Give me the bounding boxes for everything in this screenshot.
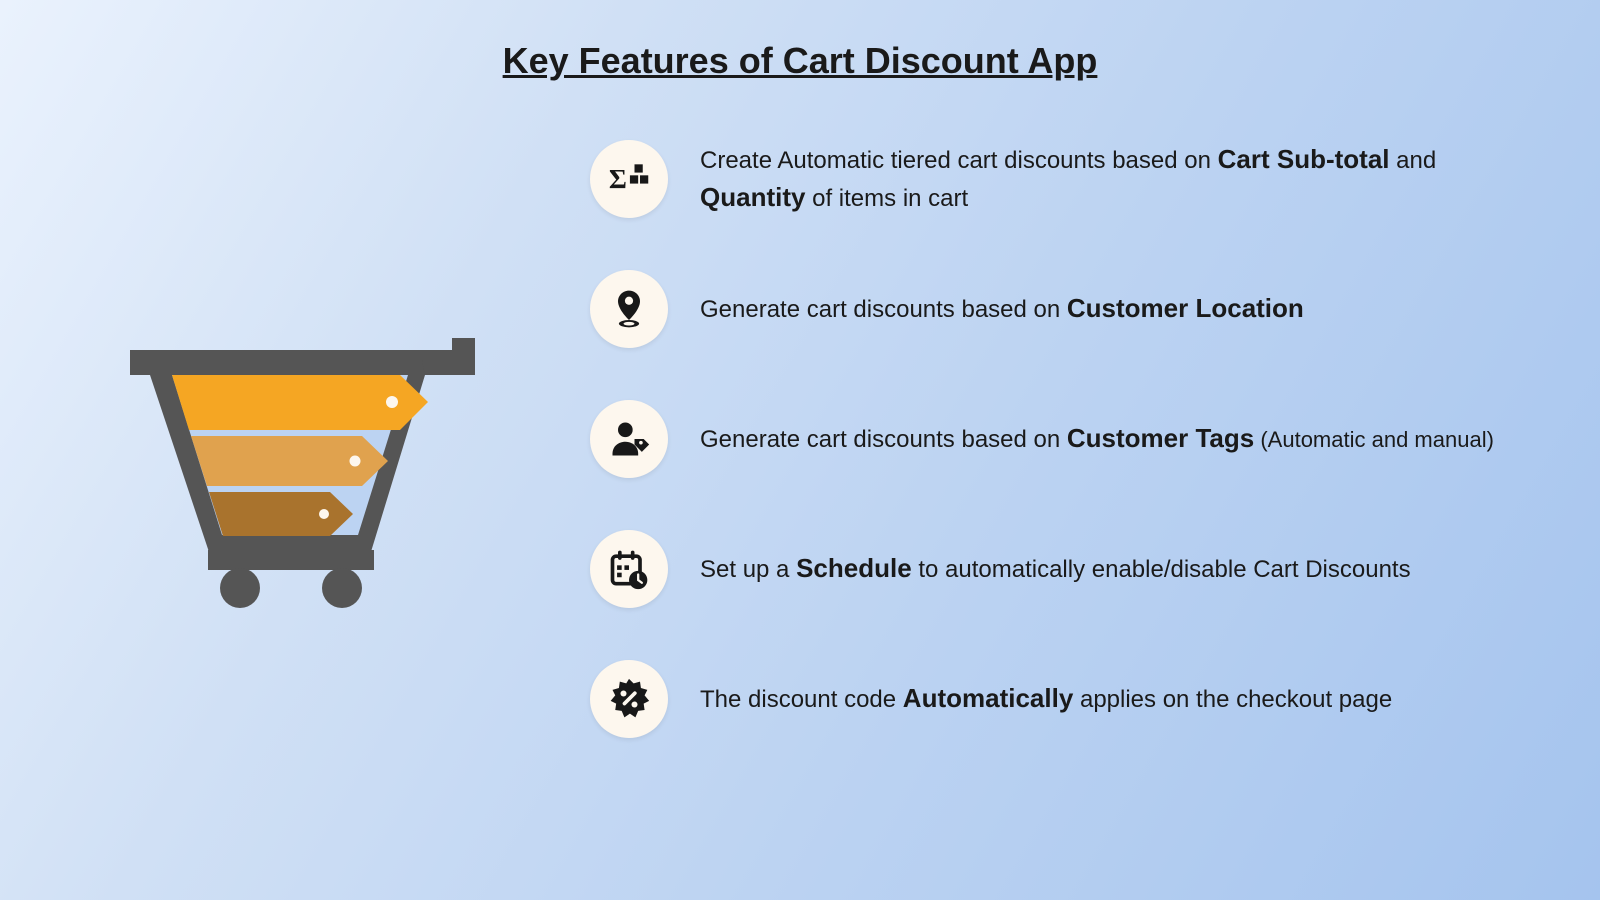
feature-bold-segment: Quantity — [700, 182, 805, 212]
feature-row: Generate cart discounts based on Custome… — [590, 400, 1520, 478]
feature-row: Generate cart discounts based on Custome… — [590, 270, 1520, 348]
feature-text-segment: Create Automatic tiered cart discounts b… — [700, 147, 1218, 174]
svg-text:Σ: Σ — [609, 163, 627, 194]
feature-text: Create Automatic tiered cart discounts b… — [700, 141, 1500, 217]
feature-row: The discount code Automatically applies … — [590, 660, 1520, 738]
feature-text: The discount code Automatically applies … — [700, 680, 1392, 718]
feature-text: Generate cart discounts based on Custome… — [700, 290, 1304, 328]
feature-text-segment: Generate cart discounts based on — [700, 426, 1067, 453]
page-title: Key Features of Cart Discount App — [503, 40, 1098, 82]
features-list: Σ Create Automatic tiered cart discounts… — [590, 140, 1520, 790]
feature-text-segment: Generate cart discounts based on — [700, 296, 1067, 323]
feature-bold-segment: Automatically — [903, 683, 1074, 713]
feature-row: Set up a Schedule to automatically enabl… — [590, 530, 1520, 608]
feature-bold-segment: Cart Sub-total — [1218, 144, 1390, 174]
feature-text-segment: (Automatic and manual) — [1254, 427, 1494, 452]
user-tag-icon — [590, 400, 668, 478]
feature-text-segment: applies on the checkout page — [1073, 686, 1392, 713]
location-pin-icon — [590, 270, 668, 348]
feature-text-segment: to automatically enable/disable Cart Dis… — [912, 556, 1411, 583]
feature-text: Set up a Schedule to automatically enabl… — [700, 550, 1411, 588]
feature-text: Generate cart discounts based on Custome… — [700, 420, 1494, 458]
feature-bold-segment: Customer Location — [1067, 293, 1304, 323]
feature-text-segment: The discount code — [700, 686, 903, 713]
feature-text-segment: and — [1390, 147, 1437, 174]
cart-funnel-illustration — [80, 320, 480, 620]
feature-bold-segment: Customer Tags — [1067, 423, 1254, 453]
feature-bold-segment: Schedule — [796, 553, 912, 583]
percent-burst-icon — [590, 660, 668, 738]
calendar-clock-icon — [590, 530, 668, 608]
sigma-blocks-icon: Σ — [590, 140, 668, 218]
feature-row: Σ Create Automatic tiered cart discounts… — [590, 140, 1520, 218]
feature-text-segment: Set up a — [700, 556, 796, 583]
feature-text-segment: of items in cart — [805, 185, 968, 212]
